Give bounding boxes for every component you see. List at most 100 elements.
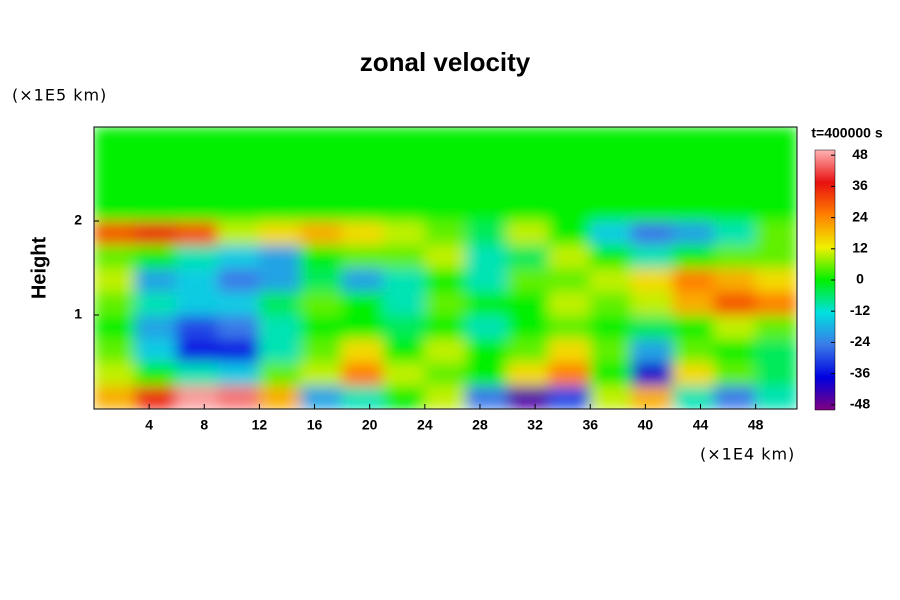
heat-cell [672,338,715,363]
heat-cell [713,267,757,292]
heat-cell [217,291,260,316]
heat-cell [134,244,178,269]
heat-cell [217,338,260,363]
heat-cell [217,127,260,222]
time-label: t=400000 s [811,125,882,141]
heat-cell [755,361,797,386]
heat-cell [589,291,633,316]
y-tick-label: 1 [74,306,82,322]
heat-cell [424,338,467,363]
heat-cell [94,267,136,292]
heat-cell [589,338,633,363]
heat-cell [258,361,302,386]
heat-cell [300,267,343,292]
heat-cell [134,127,178,222]
heat-cell [507,220,550,245]
y-axis-label: Height [28,237,50,300]
colorbar-tick-label: -12 [850,302,870,318]
heat-cell [672,220,715,245]
heat-cell [755,385,797,409]
heat-cell [176,267,219,292]
heat-cell [94,361,136,386]
heat-cell [176,385,219,409]
y-unit: (×1E5 km) [12,86,107,105]
heat-cell [176,361,219,386]
x-tick-label: 36 [582,417,598,433]
heat-cell [548,314,591,339]
heat-cell [382,338,426,363]
heat-cell [713,314,757,339]
heat-cell [424,220,467,245]
heat-cell [341,220,384,245]
x-tick-label: 16 [307,417,323,433]
heat-cell [631,267,674,292]
heat-cell [755,314,797,339]
heat-cell [176,220,219,245]
heat-cell [341,267,384,292]
heat-cell [465,385,509,409]
colorbar-tick-label: 0 [856,271,864,287]
colorbar-tick-label: -36 [850,364,870,380]
heat-cell [589,314,633,339]
heat-cell [424,127,467,222]
heat-cell [672,244,715,269]
heat-cell [548,361,591,386]
heat-cell [589,385,633,409]
heat-cell [341,291,384,316]
heat-cell [94,244,136,269]
heat-cell [713,291,757,316]
heat-cell [755,338,797,363]
heat-cell [631,291,674,316]
heat-cell [341,338,384,363]
heat-cell [341,314,384,339]
heat-cell [631,314,674,339]
heat-cell [258,267,302,292]
heat-cell [94,220,136,245]
heat-cell [548,127,591,222]
heat-cell [258,291,302,316]
heat-cell [382,361,426,386]
heat-cell [672,314,715,339]
heat-cell [382,314,426,339]
heat-cell [382,385,426,409]
heat-cell [341,361,384,386]
x-tick-label: 32 [527,417,543,433]
heat-cell [94,385,136,409]
x-tick-label: 48 [748,417,764,433]
heat-cell [176,314,219,339]
heat-cell [507,244,550,269]
heat-cell [217,385,260,409]
heat-cell [465,244,509,269]
heat-cell [465,220,509,245]
heat-cell [176,291,219,316]
colorbar-tick-label: 48 [852,146,868,162]
heat-cell [672,361,715,386]
x-tick-label: 4 [145,417,153,433]
heat-cell [300,314,343,339]
heat-cell [217,244,260,269]
heat-cell [631,220,674,245]
colorbar-tick-label: 24 [852,208,868,224]
heat-cell [548,220,591,245]
heat-cell [589,127,633,222]
heat-cell [672,267,715,292]
heat-cell [507,385,550,409]
heat-cell [465,291,509,316]
heat-cell [465,338,509,363]
heat-cell [672,385,715,409]
heat-cell [507,361,550,386]
heat-cell [300,220,343,245]
heat-cell [176,127,219,222]
heat-cell [672,127,715,222]
heat-cell [341,127,384,222]
heat-cell [382,244,426,269]
heat-cell [94,314,136,339]
heat-cell [548,244,591,269]
heat-cell [548,267,591,292]
heat-cell [589,244,633,269]
colorbar-tick-label: -48 [850,396,870,412]
colorbar-tick-label: -24 [850,333,870,349]
heat-cell [507,127,550,222]
heat-cell [424,385,467,409]
